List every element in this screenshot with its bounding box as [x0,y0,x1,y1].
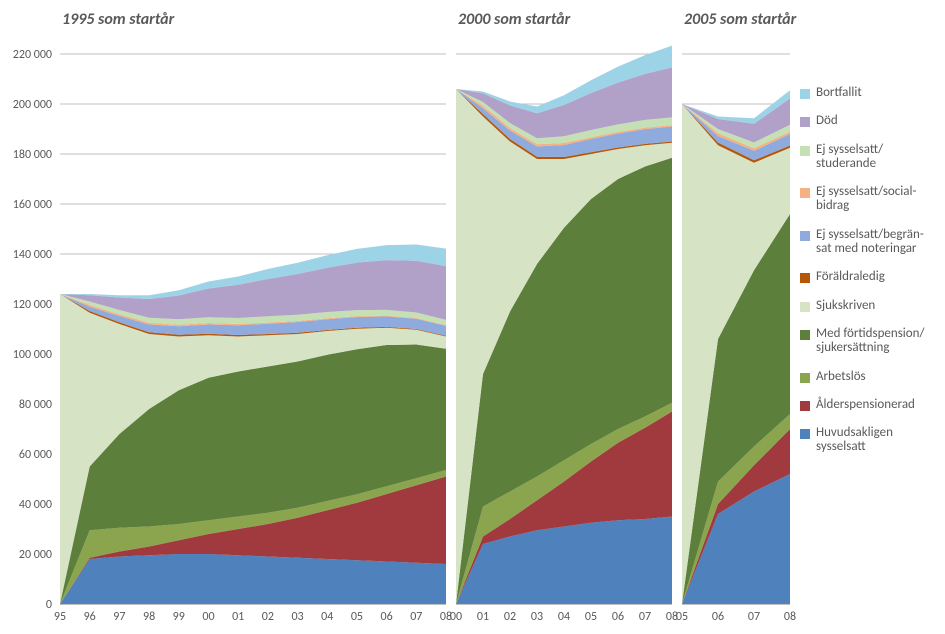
x-tick-label: 99 [173,610,185,624]
x-tick-label: 03 [291,610,303,624]
x-tick-label: 00 [450,610,462,624]
x-tick-label: 00 [202,610,214,624]
x-tick-label: 95 [54,610,66,624]
legend-swatch [800,273,810,283]
legend-label: Ålderspensionerad [816,398,915,412]
legend-swatch [800,302,810,312]
y-tick-label: 80 000 [19,398,52,412]
legend-swatch [800,89,810,99]
legend-item-foraldraledig: Föräldraledig [800,270,945,284]
legend-item-ej_socialbidrag: Ej sysselsatt/social-bidrag [800,185,945,214]
legend-label: Ej sysselsatt/studerande [816,143,883,172]
y-tick-label: 20 000 [19,548,52,562]
legend-swatch [800,188,810,198]
x-tick-label: 97 [113,610,125,624]
x-tick-label: 01 [477,610,489,624]
legend-item-huvudsakligen_sysselsatt: Huvudsakligen sysselsatt [800,426,945,455]
x-tick-label: 04 [321,610,333,624]
legend-item-sjukskriven: Sjukskriven [800,299,945,313]
legend-label: Ej sysselsatt/begrän-sat med noteringar [816,228,924,257]
legend-label: Huvudsakligen sysselsatt [816,426,945,455]
legend-label: Död [816,114,838,128]
x-tick-label: 07 [410,610,422,624]
legend-swatch [800,117,810,127]
legend-swatch [800,231,810,241]
y-tick-label: 160 000 [13,198,52,212]
y-tick-label: 140 000 [13,248,52,262]
legend-swatch [800,330,810,340]
legend-item-arbetslos: Arbetslös [800,370,945,384]
legend-item-ej_studerande: Ej sysselsatt/studerande [800,143,945,172]
y-tick-label: 0 [46,598,52,612]
legend-label: Arbetslös [816,370,866,384]
legend-swatch [800,401,810,411]
x-tick-label: 04 [558,610,570,624]
y-tick-label: 120 000 [13,298,52,312]
legend-swatch [800,429,810,439]
x-tick-label: 08 [784,610,796,624]
x-tick-label: 05 [585,610,597,624]
legend-label: Ej sysselsatt/social-bidrag [816,185,916,214]
x-tick-label: 96 [84,610,96,624]
x-tick-label: 07 [639,610,651,624]
y-tick-label: 200 000 [13,98,52,112]
x-tick-label: 98 [143,610,155,624]
y-tick-label: 220 000 [13,48,52,62]
y-tick-label: 100 000 [13,348,52,362]
x-tick-label: 06 [712,610,724,624]
x-tick-label: 02 [262,610,274,624]
legend-item-med_fortidspension: Med förtidspension/sjukersättning [800,327,945,356]
legend-label: Med förtidspension/sjukersättning [816,327,925,356]
y-tick-label: 40 000 [19,498,52,512]
legend-item-dod: Död [800,114,945,128]
legend-swatch [800,146,810,156]
legend-item-bortfallit: Bortfallit [800,86,945,100]
y-tick-label: 60 000 [19,448,52,462]
legend-swatch [800,373,810,383]
x-tick-label: 02 [504,610,516,624]
legend-label: Sjukskriven [816,299,875,313]
y-tick-label: 180 000 [13,148,52,162]
x-tick-label: 05 [351,610,363,624]
x-tick-label: 07 [748,610,760,624]
legend-item-ej_begransat: Ej sysselsatt/begrän-sat med noteringar [800,228,945,257]
legend-item-alderspensionerad: Ålderspensionerad [800,398,945,412]
x-tick-label: 03 [531,610,543,624]
x-tick-label: 06 [612,610,624,624]
legend-label: Föräldraledig [816,270,885,284]
x-tick-label: 01 [232,610,244,624]
legend: Bortfallit Död Ej sysselsatt/studerande Ej … [800,86,945,469]
legend-label: Bortfallit [816,86,862,100]
x-tick-label: 06 [381,610,393,624]
x-tick-label: 05 [676,610,688,624]
